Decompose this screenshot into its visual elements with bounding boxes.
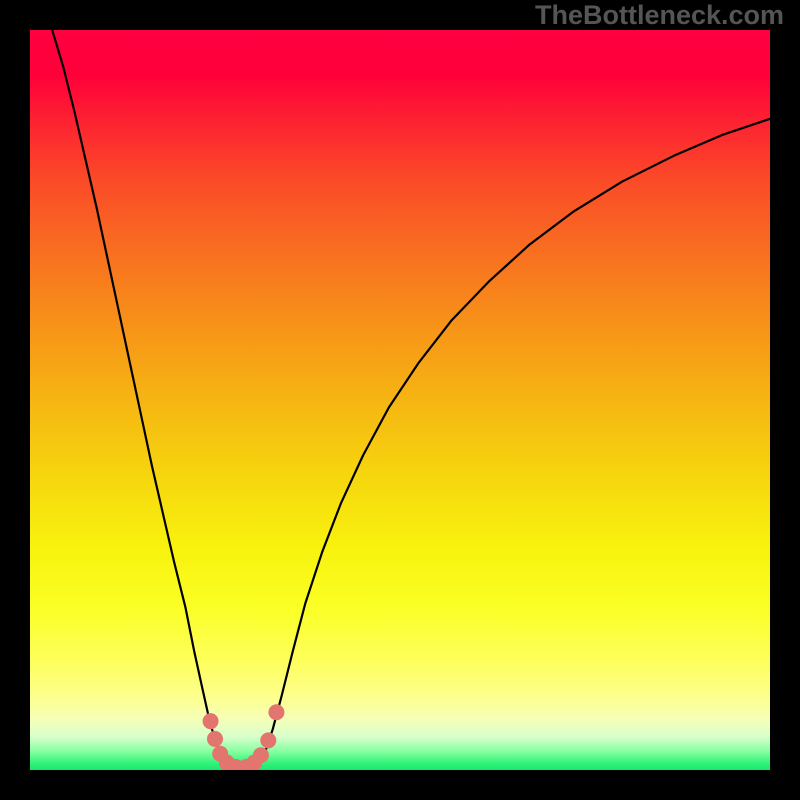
curve-marker [203, 713, 219, 729]
curve-marker [260, 732, 276, 748]
watermark: TheBottleneck.com [535, 0, 784, 31]
curve-marker [253, 747, 269, 763]
chart-background [30, 30, 770, 770]
chart-svg [30, 30, 770, 770]
curve-marker [268, 704, 284, 720]
curve-marker [207, 731, 223, 747]
watermark-text: TheBottleneck.com [535, 0, 784, 30]
